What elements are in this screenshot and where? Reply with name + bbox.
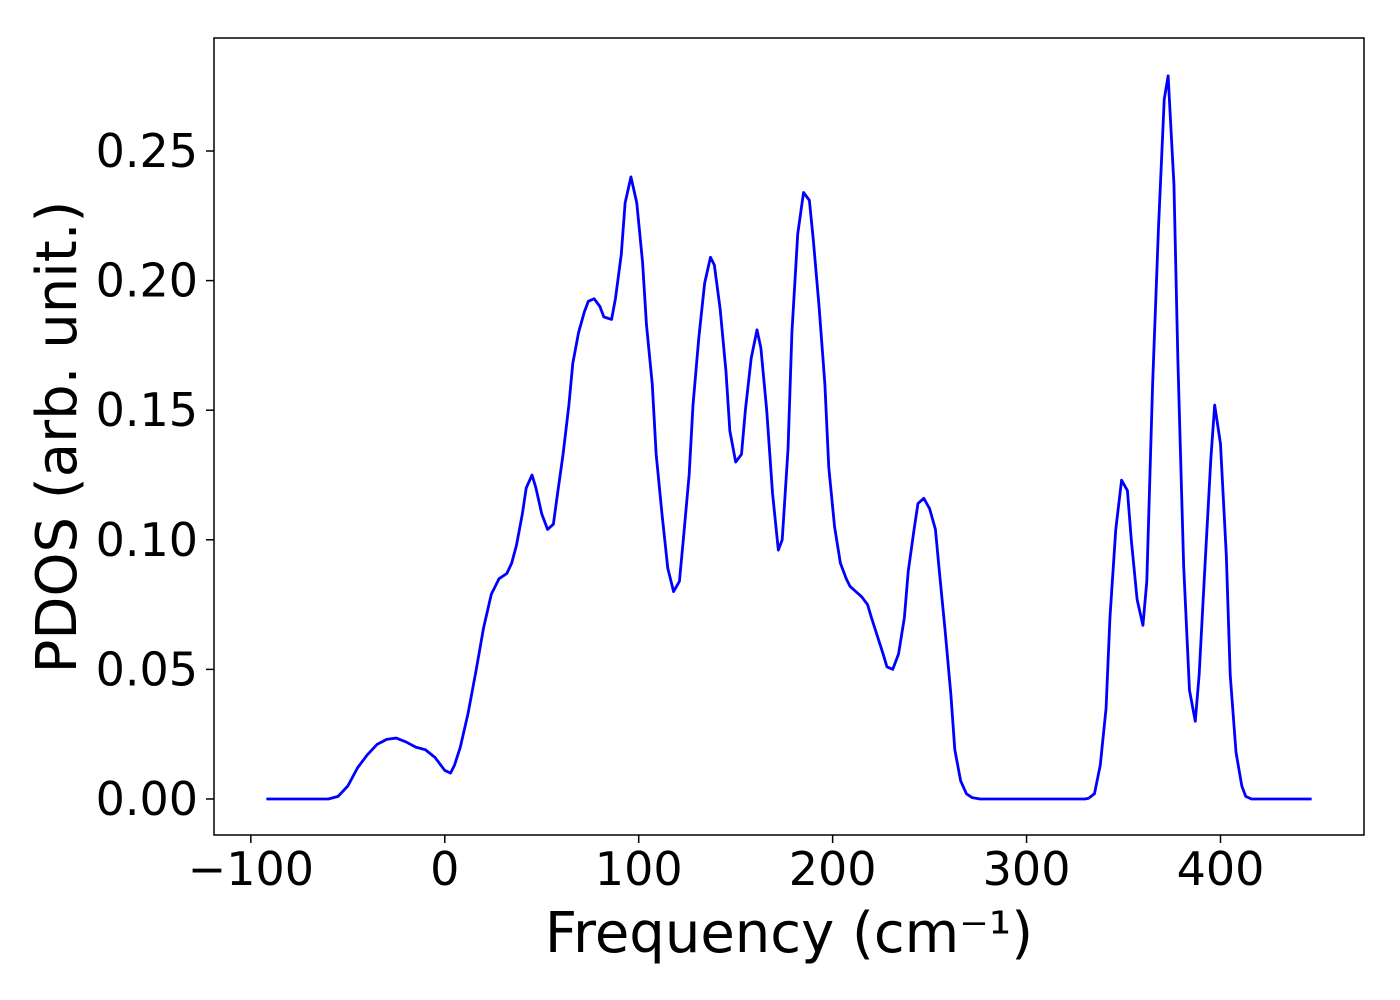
y-tick-label: 0.00 [96,772,198,826]
y-tick-label: 0.05 [96,642,198,696]
x-tick-label: 100 [595,842,683,896]
y-tick-label: 0.10 [96,513,198,567]
plot-frame [213,37,1365,836]
x-tick-label: 200 [789,842,877,896]
data-line [266,74,1312,801]
x-tick-label: 400 [1177,842,1265,896]
y-axis-label: PDOS (arb. unit.) [25,201,90,674]
x-tick-label: 300 [983,842,1071,896]
y-tick-label: 0.20 [96,254,198,308]
x-tick-label: 0 [430,842,459,896]
x-tick-label: −100 [188,842,314,896]
y-tick-label: 0.25 [96,124,198,178]
x-axis-label: Frequency (cm⁻¹) [545,901,1033,966]
y-tick-label: 0.15 [96,383,198,437]
